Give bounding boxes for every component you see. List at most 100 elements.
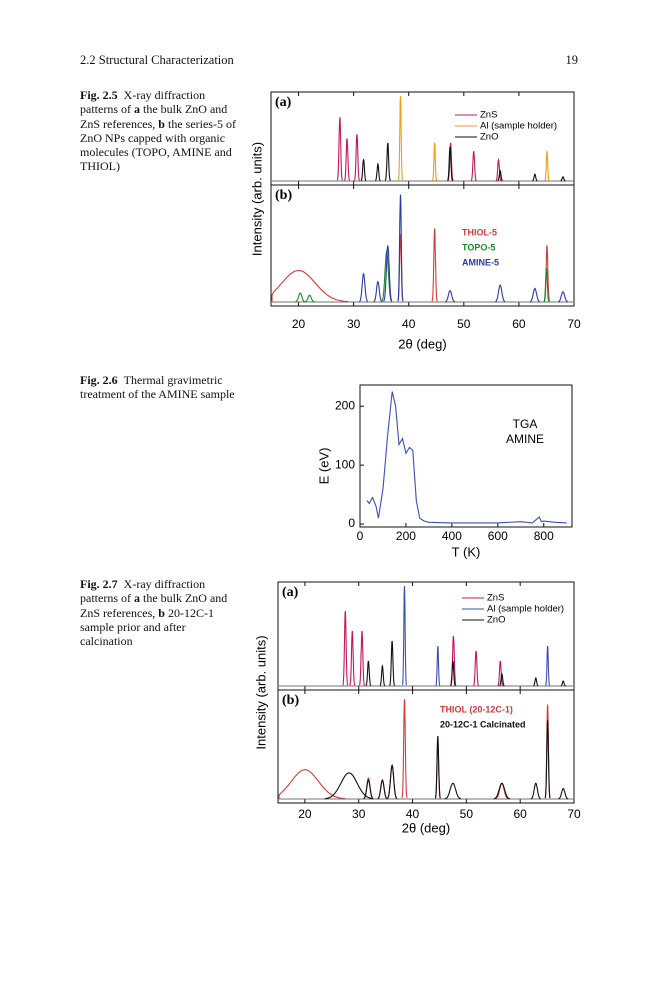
- panel-frame: [270, 91, 575, 186]
- peak: [543, 267, 550, 302]
- caption-text: the series-5 of ZnO NPs capped with orga…: [80, 116, 236, 174]
- caption-bold: a: [133, 102, 140, 117]
- y-axis-label: E (eV): [316, 448, 331, 485]
- peak: [344, 138, 351, 181]
- caption-bold: b: [158, 605, 165, 620]
- peak: [379, 664, 386, 687]
- x-axis-label: 2θ (deg): [402, 820, 450, 835]
- x-tick-label: 50: [457, 317, 471, 331]
- x-axis-label: 2θ (deg): [398, 336, 446, 351]
- panel-label: (b): [282, 693, 299, 708]
- caption-text: 20-12C-1 sample prior and after calcinat…: [80, 605, 214, 649]
- peak: [444, 290, 456, 303]
- peak: [373, 280, 383, 303]
- legend-label: THIOL-5: [462, 227, 497, 237]
- peak: [365, 660, 372, 687]
- running-head: 2.2 Structural Characterization: [80, 53, 234, 67]
- peak: [432, 142, 438, 181]
- caption-bold: b: [158, 116, 165, 131]
- caption-text: X-ray diffraction patterns of: [80, 88, 206, 117]
- panel-frame: [270, 184, 575, 307]
- panel-label: (a): [275, 95, 292, 110]
- peak: [278, 769, 346, 800]
- x-tick-label: 50: [460, 807, 474, 821]
- peak: [271, 269, 349, 303]
- legend-label: Al (sample holder): [487, 604, 564, 615]
- legend-label: Al (sample holder): [480, 121, 557, 132]
- peak: [304, 294, 315, 303]
- y-axis-label: Intensity (arb. units): [249, 142, 264, 256]
- peak: [450, 660, 456, 687]
- annotation: AMINE: [506, 432, 544, 446]
- peak: [497, 169, 503, 182]
- peak: [499, 672, 505, 687]
- caption: Fig. 2.6 Thermal gravimetric treatment o…: [80, 373, 238, 402]
- peak: [401, 699, 408, 798]
- peak: [349, 630, 356, 686]
- panel-label: (b): [275, 188, 292, 203]
- peak: [530, 782, 541, 800]
- peak: [495, 158, 502, 182]
- peak: [377, 779, 388, 800]
- peak: [295, 292, 306, 303]
- legend-label: THIOL (20-12C-1): [440, 704, 513, 714]
- x-tick-label: 400: [442, 529, 462, 543]
- y-axis-label: Intensity (arb. units): [253, 635, 268, 749]
- x-tick-label: 60: [514, 807, 528, 821]
- peak: [375, 162, 381, 182]
- x-tick-label: 40: [406, 807, 420, 821]
- peak: [447, 146, 453, 181]
- x-tick-label: 70: [567, 807, 581, 821]
- peak: [363, 779, 374, 800]
- plot-frame: [359, 384, 573, 528]
- caption: Fig. 2.5 X-ray diffraction patterns of a…: [80, 88, 238, 174]
- caption-bold: Fig. 2.5: [80, 88, 118, 102]
- caption: Fig. 2.7 X-ray diffraction patterns of a…: [80, 577, 238, 648]
- peak: [336, 117, 343, 181]
- peak: [444, 782, 462, 800]
- caption-text: the bulk ZnO and ZnS references,: [80, 591, 228, 620]
- peak: [360, 158, 367, 182]
- x-tick-label: 600: [488, 529, 508, 543]
- x-tick-label: 30: [352, 807, 366, 821]
- peak: [434, 735, 441, 799]
- legend-label: ZnO: [487, 615, 505, 626]
- peak: [470, 151, 477, 181]
- caption-bold: Fig. 2.7: [80, 577, 118, 591]
- peak: [383, 245, 393, 302]
- peak: [493, 782, 511, 800]
- peak: [558, 787, 569, 800]
- legend-label: 20-12C-1 Calcinated: [440, 719, 526, 729]
- x-tick-label: 800: [534, 529, 554, 543]
- peak: [497, 660, 504, 687]
- y-tick-label: 100: [335, 457, 355, 471]
- peak: [386, 763, 398, 799]
- peak: [494, 284, 506, 303]
- caption-text: Thermal gravimetric treatment of the AMI…: [80, 373, 235, 402]
- caption-bold: a: [133, 591, 140, 606]
- caption-bold: Fig. 2.6: [80, 373, 118, 387]
- peak: [529, 287, 540, 303]
- annotation: TGA: [513, 417, 538, 431]
- x-tick-label: 0: [357, 529, 364, 543]
- legend-label: TOPO-5: [462, 242, 495, 252]
- panel-label: (a): [282, 585, 299, 600]
- peak: [560, 176, 566, 182]
- peak: [533, 677, 539, 687]
- peak: [401, 585, 407, 685]
- x-tick-label: 60: [512, 317, 526, 331]
- x-tick-label: 40: [402, 317, 416, 331]
- peak: [557, 291, 569, 303]
- peak: [397, 95, 403, 181]
- x-tick-label: 200: [396, 529, 416, 543]
- x-tick-label: 30: [347, 317, 361, 331]
- peak: [384, 142, 391, 181]
- peak: [435, 645, 441, 686]
- peak: [431, 228, 438, 302]
- y-tick-label: 0: [348, 516, 355, 530]
- legend-label: ZnO: [480, 132, 498, 143]
- x-tick-label: 20: [292, 317, 306, 331]
- legend-label: ZnS: [487, 593, 504, 604]
